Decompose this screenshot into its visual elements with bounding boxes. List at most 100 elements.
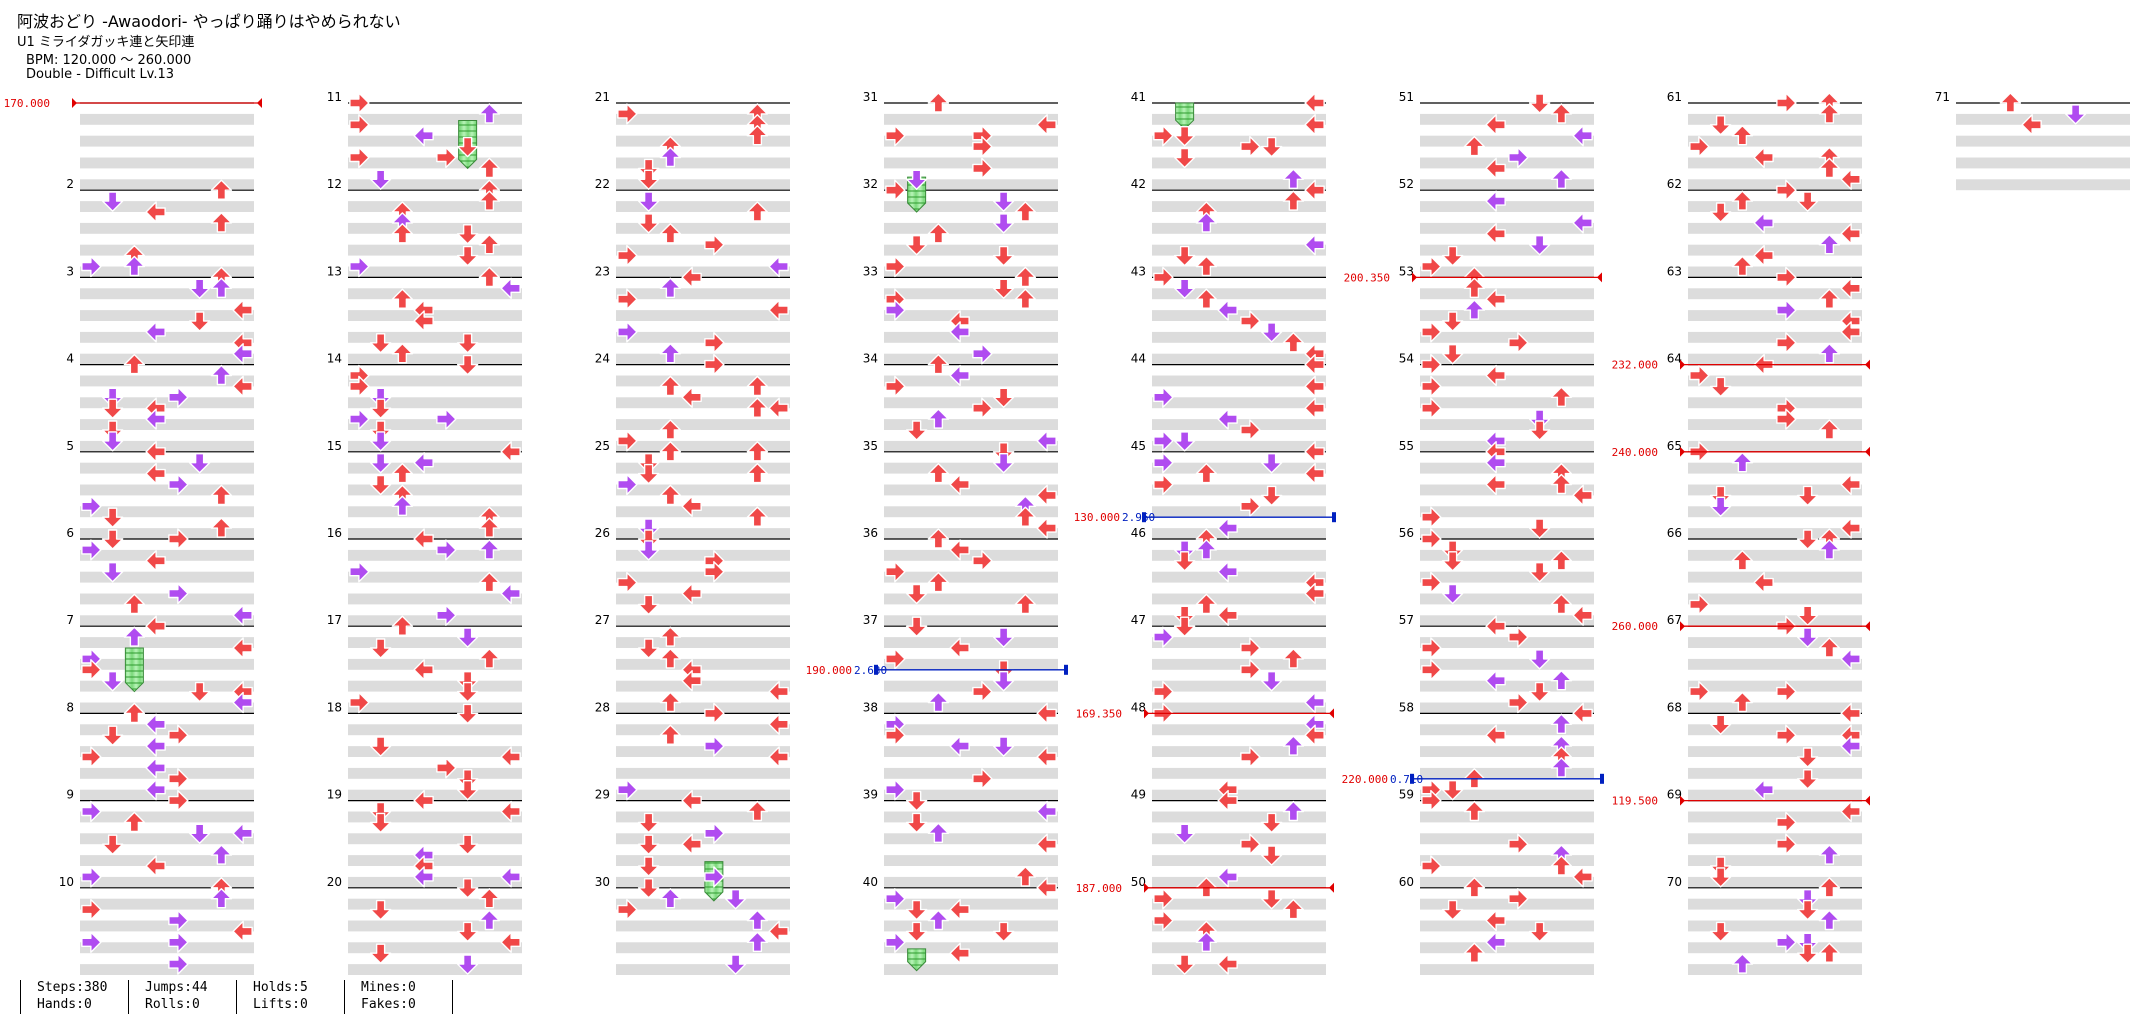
arrow-shape bbox=[1508, 691, 1529, 714]
eighth-arrow bbox=[1217, 866, 1238, 888]
quarter-arrow bbox=[1689, 135, 1710, 158]
beat-band bbox=[1420, 462, 1594, 474]
arrow-shape bbox=[1776, 332, 1797, 354]
arrow-shape bbox=[478, 157, 501, 179]
arrow-shape bbox=[885, 724, 906, 746]
beat-band bbox=[884, 353, 1058, 365]
arrow-shape bbox=[500, 866, 521, 888]
stop-tick-left bbox=[1410, 773, 1414, 784]
beat-band bbox=[1420, 266, 1594, 278]
measure-number: 17 bbox=[327, 613, 342, 627]
arrow-shape bbox=[927, 92, 950, 113]
measure-number: 70 bbox=[1667, 875, 1682, 889]
arrow-shape bbox=[885, 179, 906, 201]
bpm-markers: 170.000 169.350 187.000 200.350 232.000 240.0… bbox=[4, 97, 1870, 895]
arrow-shape bbox=[1441, 344, 1464, 365]
quarter-arrow bbox=[1195, 593, 1218, 615]
beat-band bbox=[348, 310, 522, 321]
quarter-arrow bbox=[1796, 529, 1819, 550]
arrow-shape bbox=[369, 943, 392, 964]
eighth-arrow bbox=[659, 146, 682, 168]
arrow-shape bbox=[1731, 124, 1754, 146]
quarter-arrow bbox=[972, 397, 993, 419]
arrow-shape bbox=[81, 898, 102, 921]
beat-band bbox=[1152, 528, 1326, 539]
eighth-arrow bbox=[617, 473, 638, 496]
beat-band bbox=[884, 571, 1058, 583]
beat-band bbox=[884, 746, 1058, 757]
arrow-shape bbox=[885, 124, 906, 147]
quarter-arrow bbox=[391, 223, 414, 244]
arrow-shape bbox=[145, 408, 166, 430]
bpm-value: 200.350 bbox=[1344, 271, 1390, 284]
beat-band bbox=[884, 702, 1058, 714]
beat-band bbox=[80, 244, 254, 256]
quarter-arrow bbox=[1709, 115, 1732, 136]
quarter-arrow bbox=[1463, 877, 1486, 898]
arrow-shape bbox=[746, 931, 769, 952]
arrow-shape bbox=[123, 702, 146, 724]
arrow-shape bbox=[1689, 364, 1710, 387]
beat-band bbox=[348, 789, 522, 801]
eighth-arrow bbox=[168, 931, 189, 953]
quarter-arrow bbox=[1999, 92, 2022, 113]
arrow-shape bbox=[413, 310, 434, 332]
arrow-shape bbox=[1421, 571, 1442, 594]
beat-band bbox=[1152, 397, 1326, 409]
quarter-arrow bbox=[210, 517, 233, 538]
arrow-shape bbox=[1709, 485, 1732, 507]
beat-band bbox=[616, 571, 790, 583]
arrow-shape bbox=[478, 909, 501, 931]
quarter-arrow bbox=[659, 626, 682, 647]
eighth-arrow bbox=[724, 954, 747, 975]
arrow-shape bbox=[232, 637, 253, 659]
step-chart: 2345678910111213141516171819202122232425… bbox=[4, 90, 2130, 975]
quarter-arrow bbox=[456, 878, 479, 899]
arrow-shape bbox=[746, 375, 769, 397]
arrow-shape bbox=[168, 528, 189, 550]
arrow-shape bbox=[1260, 671, 1283, 692]
quarter-arrow bbox=[123, 811, 146, 833]
stop-tick-left bbox=[1142, 512, 1146, 523]
arrow-shape bbox=[1550, 855, 1573, 876]
arrow-shape bbox=[391, 615, 414, 636]
beat-band bbox=[616, 898, 790, 910]
beat-band bbox=[1420, 157, 1594, 169]
eighth-arrow bbox=[885, 931, 906, 953]
arrow-shape bbox=[972, 157, 993, 180]
quarter-arrow bbox=[500, 441, 521, 463]
quarter-arrow bbox=[905, 790, 928, 812]
eighth-arrow bbox=[704, 822, 725, 844]
quarter-arrow bbox=[1796, 485, 1819, 507]
eighth-arrow bbox=[1173, 431, 1196, 452]
quarter-arrow bbox=[927, 92, 950, 113]
beat-band bbox=[1420, 920, 1594, 932]
arrow-shape bbox=[1173, 147, 1196, 169]
quarter-arrow bbox=[1753, 571, 1774, 594]
arrow-shape bbox=[1840, 473, 1861, 496]
arrow-shape bbox=[1240, 135, 1261, 158]
measure-number: 13 bbox=[327, 264, 342, 278]
eighth-arrow bbox=[637, 518, 660, 539]
quarter-arrow bbox=[617, 898, 638, 921]
beat-band bbox=[1420, 310, 1594, 321]
arrow-shape bbox=[1709, 714, 1732, 735]
measure-number: 65 bbox=[1667, 439, 1682, 453]
quarter-arrow bbox=[456, 780, 479, 801]
arrow-shape bbox=[637, 594, 660, 616]
arrow-shape bbox=[1731, 550, 1754, 571]
arrow-shape bbox=[456, 224, 479, 245]
quarter-arrow bbox=[145, 201, 166, 223]
bpm-value: 232.000 bbox=[1612, 359, 1658, 372]
eighth-arrow bbox=[1840, 735, 1861, 757]
eighth-arrow bbox=[1153, 626, 1174, 648]
arrow-shape bbox=[123, 811, 146, 833]
quarter-arrow bbox=[413, 528, 434, 550]
arrow-shape bbox=[1173, 551, 1196, 572]
quarter-arrow bbox=[905, 234, 928, 256]
quarter-arrow bbox=[949, 539, 970, 561]
beat-band bbox=[1152, 964, 1326, 975]
arrow-shape bbox=[1282, 898, 1305, 920]
quarter-arrow bbox=[768, 713, 789, 735]
quarter-arrow bbox=[145, 855, 166, 877]
